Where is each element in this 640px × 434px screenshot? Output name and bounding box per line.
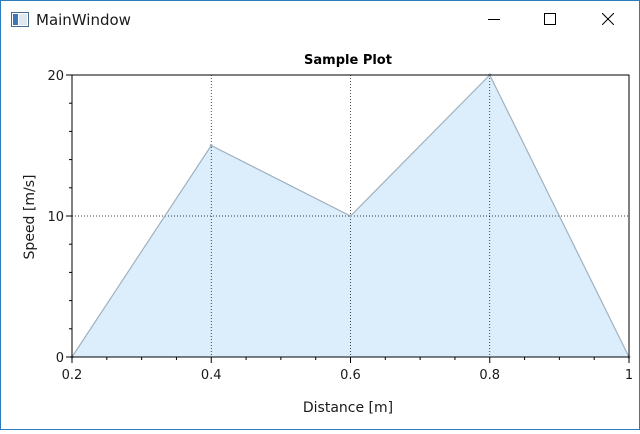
plot-area[interactable]: Sample Plot Distance [m] Speed [m/s] 0.2… <box>1 37 639 429</box>
x-tick-label: 0.4 <box>201 368 222 383</box>
close-icon <box>602 13 614 25</box>
y-tick-label: 20 <box>47 69 64 84</box>
maximize-icon <box>544 13 556 25</box>
y-tick-label: 0 <box>56 351 64 366</box>
x-tick-label: 0.6 <box>340 368 361 383</box>
x-tick-label: 0.2 <box>62 368 83 383</box>
x-tick-label: 1 <box>625 368 633 383</box>
data-point[interactable] <box>209 144 213 147</box>
area-chart[interactable]: Sample Plot Distance [m] Speed [m/s] 0.2… <box>1 37 639 429</box>
window-title: MainWindow <box>36 11 131 29</box>
close-button[interactable] <box>585 1 631 37</box>
minimize-button[interactable] <box>471 1 517 37</box>
chart-title: Sample Plot <box>304 53 392 68</box>
data-point[interactable] <box>349 214 352 218</box>
y-tick-label: 10 <box>47 210 64 225</box>
maximize-button[interactable] <box>527 1 573 37</box>
x-axis-label: Distance [m] <box>303 400 393 416</box>
y-axis-label: Speed [m/s] <box>22 175 38 260</box>
x-tick-label: 0.8 <box>479 368 500 383</box>
title-bar[interactable]: MainWindow <box>1 1 639 37</box>
minimize-icon <box>488 19 500 20</box>
app-window-icon <box>11 12 29 27</box>
